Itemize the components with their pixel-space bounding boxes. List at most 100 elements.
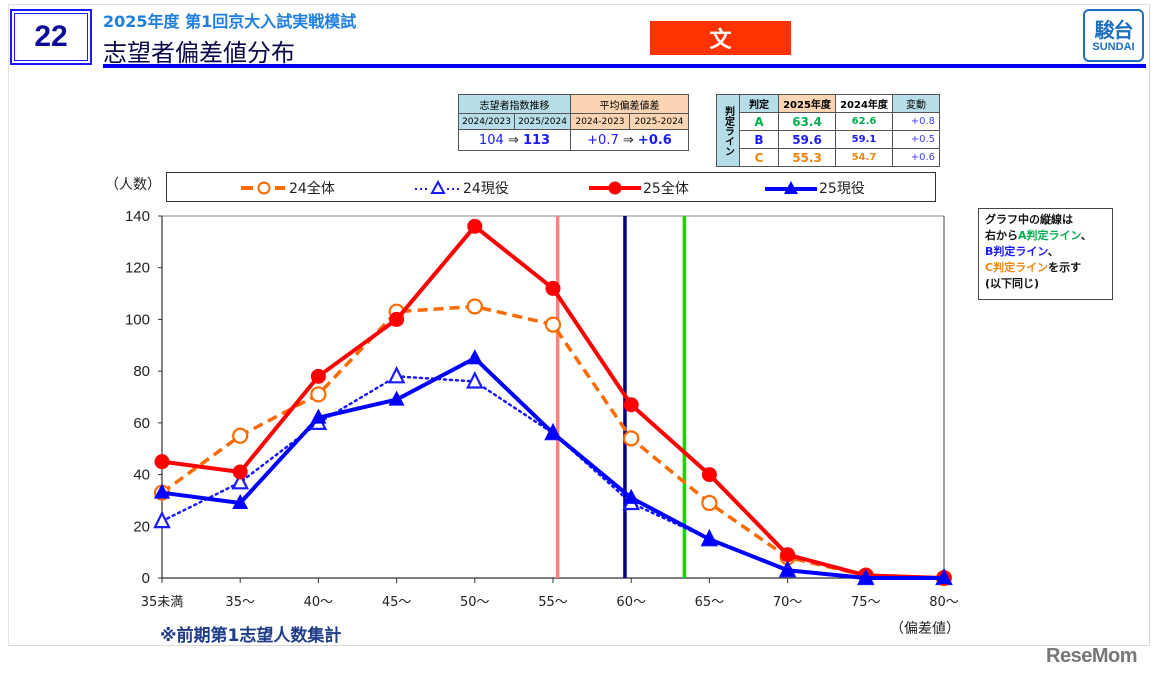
index-to: 113 <box>522 132 551 148</box>
filled-triangle-solid-icon <box>765 181 817 194</box>
title-underline <box>103 64 1146 68</box>
data-point <box>310 408 327 424</box>
arrow-icon: ⇒ <box>622 132 634 148</box>
category-badge: 文 <box>650 21 791 55</box>
data-point <box>701 530 718 546</box>
logo-latin: SUNDAI <box>1092 40 1135 53</box>
chart-axes: 0 20 40 60 80 100 120 140 35未満 35〜 40〜 45〜 50〜 55〜 60〜… <box>125 208 959 610</box>
chart-series <box>153 218 953 587</box>
x-tick-label: 45〜 <box>382 595 412 610</box>
data-point <box>545 424 561 440</box>
judgment-row-c: C 55.3 54.7 +0.6 <box>717 148 940 167</box>
y-tick-label: 100 <box>125 311 150 328</box>
data-point <box>153 510 171 529</box>
line-2025: 63.4 <box>778 112 836 131</box>
col-header: 2025年度 <box>778 94 836 113</box>
legend-label: 25現役 <box>819 181 865 197</box>
data-point <box>388 390 405 406</box>
index-from: 104 <box>478 132 504 148</box>
diff-values: +0.7 ⇒ +0.6 <box>570 129 689 151</box>
chart-legend: 24全体 24現役 25全体 25現役 <box>166 172 936 202</box>
note-line: B判定ライン、 <box>985 245 1059 258</box>
subheader: 2025/2024 <box>514 113 571 130</box>
data-point <box>467 218 483 234</box>
filled-circle-solid-icon <box>589 181 641 195</box>
data-point <box>779 561 796 577</box>
data-point <box>857 569 874 584</box>
footnote: ※前期第1志望人数集計 <box>160 626 342 646</box>
legend-item-25-all: 25全体 <box>587 178 689 198</box>
judgment-side-label: 判定ライン <box>716 94 740 167</box>
exam-subtitle: 2025年度 第1回京大入試実戦模試 <box>103 12 357 31</box>
series-line <box>161 224 945 580</box>
data-point <box>545 280 561 296</box>
data-point <box>389 311 405 327</box>
y-tick-label: 20 <box>133 518 150 535</box>
series-line <box>161 356 944 580</box>
data-point <box>232 427 249 444</box>
data-point <box>701 494 718 512</box>
data-point <box>623 397 639 413</box>
data-point <box>466 298 483 315</box>
x-tick-label: 70〜 <box>773 595 803 610</box>
open-circle-dashed-icon <box>241 181 285 195</box>
y-tick-label: 0 <box>142 570 150 587</box>
col-header: 変動 <box>892 94 940 113</box>
series-line <box>160 375 946 580</box>
x-tick-label: 75〜 <box>851 595 881 610</box>
data-point <box>780 547 796 563</box>
sundai-logo: 駿台 SUNDAI <box>1083 9 1144 62</box>
col-header: 判定 <box>739 94 779 113</box>
x-tick-label: 80〜 <box>929 595 959 610</box>
data-point <box>544 316 562 333</box>
data-point <box>387 365 406 384</box>
data-point <box>231 471 249 490</box>
subheader: 2024-2023 <box>570 113 630 130</box>
page-title: 志望者偏差値分布 <box>103 39 295 67</box>
note-line: グラフ中の縦線は <box>985 213 1073 226</box>
y-tick-label: 80 <box>133 363 150 380</box>
index-table: 志望者指数推移 平均偏差値差 2024/2023 2025/2024 2024-… <box>458 94 689 151</box>
y-tick-label: 60 <box>133 415 150 432</box>
note-line: (以下同じ) <box>985 277 1040 290</box>
data-point <box>623 430 640 447</box>
data-point <box>310 386 327 403</box>
legend-label: 24全体 <box>289 181 335 197</box>
data-point <box>310 368 326 384</box>
col-header: 2024年度 <box>835 94 893 113</box>
legend-item-25-current: 25現役 <box>763 178 865 198</box>
x-tick-label: 55〜 <box>538 595 568 610</box>
y-axis-unit: （人数） <box>105 177 161 193</box>
judgment-table: 判定ライン 判定 2025年度 2024年度 変動 A 63.4 62.6 +0… <box>716 94 940 167</box>
resemom-watermark: ReseMom <box>1046 645 1137 667</box>
data-point <box>623 488 640 504</box>
data-point <box>154 454 170 470</box>
y-tick-label: 40 <box>133 467 150 484</box>
x-tick-label: 35〜 <box>225 595 255 610</box>
slide-number: 22 <box>10 9 92 65</box>
series-line <box>160 304 945 580</box>
x-tick-label: 35未満 <box>141 595 184 610</box>
logo-kanji: 駿台 <box>1094 17 1134 42</box>
subheader: 2024/2023 <box>458 113 515 130</box>
x-tick-label: 60〜 <box>616 595 646 610</box>
x-tick-label: 50〜 <box>460 595 490 610</box>
data-point <box>232 494 249 510</box>
legend-label: 25全体 <box>643 181 689 197</box>
index-trend-header: 志望者指数推移 <box>458 94 571 114</box>
note-line: 右からA判定ライン、 <box>985 229 1092 242</box>
data-point <box>466 349 483 365</box>
x-tick-label: 40〜 <box>304 595 334 610</box>
judgment-reference-lines <box>555 216 687 578</box>
index-values: 104 ⇒ 113 <box>458 129 571 151</box>
x-tick-label: 65〜 <box>695 595 725 610</box>
legend-label: 24現役 <box>463 181 509 197</box>
data-point <box>701 467 717 483</box>
data-point <box>466 371 484 389</box>
diff-from: +0.7 <box>587 132 619 148</box>
line-2025: 59.6 <box>778 130 836 149</box>
x-axis-unit: （偏差値） <box>890 621 960 637</box>
data-point <box>154 483 170 499</box>
y-tick-label: 140 <box>125 208 150 225</box>
